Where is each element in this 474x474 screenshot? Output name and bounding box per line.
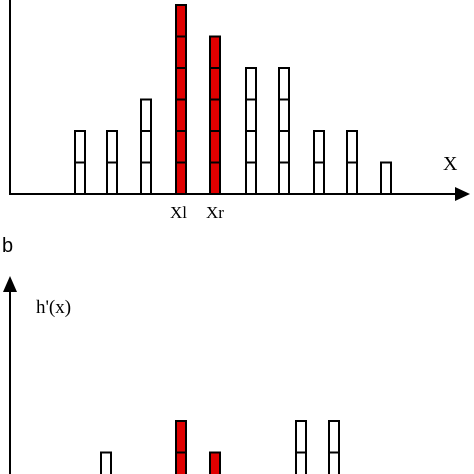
panel-a-bar-4-cell-4 xyxy=(175,67,187,101)
panel-a-bar-6-cell-1 xyxy=(245,161,257,195)
panel-b-letter: b xyxy=(2,235,13,257)
panel-b-bar-2-cell-2 xyxy=(175,420,187,454)
panel-b-bar-5-cell-1 xyxy=(328,451,340,474)
panel-a-bar-7-cell-1 xyxy=(278,161,290,195)
panel-a-bar-5-cell-4 xyxy=(209,67,221,101)
panel-a-bar-3-cell-1 xyxy=(140,161,152,195)
panel-b-bar-1-cell-1 xyxy=(100,451,112,474)
panel-a-bars xyxy=(74,4,392,195)
panel-b-bar-3-cell-1 xyxy=(209,451,221,474)
panel-a-bar-7-cell-2 xyxy=(278,130,290,164)
panel-a-x-axis-label: X xyxy=(443,153,458,175)
panel-a-bar-5-cell-5 xyxy=(209,35,221,69)
panel-b-y-axis-arrowhead xyxy=(3,276,17,292)
panel-a-marker-xl: Xl xyxy=(170,203,187,222)
panel-b-bar-4-cell-1 xyxy=(295,451,307,474)
panel-a-marker-xr: Xr xyxy=(206,203,224,222)
panel-a-bar-5-cell-3 xyxy=(209,98,221,132)
panel-a-bar-7-cell-3 xyxy=(278,98,290,132)
panel-a-bar-6-cell-2 xyxy=(245,130,257,164)
panel-b-bar-5-cell-2 xyxy=(328,420,340,454)
panel-b: b h'(x) xyxy=(2,235,340,474)
panel-a-x-axis-arrowhead xyxy=(455,187,470,201)
panel-a-bar-5-cell-1 xyxy=(209,161,221,195)
panel-a-bar-4-cell-5 xyxy=(175,35,187,69)
panel-a-bar-3-cell-2 xyxy=(140,130,152,164)
panel-a-bar-5-cell-2 xyxy=(209,130,221,164)
panel-a-bar-8-cell-2 xyxy=(313,130,325,164)
panel-a-bar-7-cell-4 xyxy=(278,67,290,101)
panel-a-bar-4-cell-1 xyxy=(175,161,187,195)
panel-a-bar-1-cell-2 xyxy=(74,130,86,164)
panel-a: X Xl Xr xyxy=(9,0,470,222)
panel-a-bar-9-cell-1 xyxy=(346,161,358,195)
panel-a-bar-6-cell-3 xyxy=(245,98,257,132)
panel-a-bar-6-cell-4 xyxy=(245,67,257,101)
panel-a-bar-10-cell-1 xyxy=(380,161,392,195)
panel-a-bar-3-cell-3 xyxy=(140,98,152,132)
panel-a-bar-4-cell-2 xyxy=(175,130,187,164)
panel-a-bar-1-cell-1 xyxy=(74,161,86,195)
panel-a-bar-4-cell-3 xyxy=(175,98,187,132)
panel-a-bar-2-cell-1 xyxy=(106,161,118,195)
panel-b-y-axis-label: h'(x) xyxy=(36,297,71,318)
panel-b-bars xyxy=(100,420,340,474)
panel-b-bar-4-cell-2 xyxy=(295,420,307,454)
panel-a-bar-8-cell-1 xyxy=(313,161,325,195)
panel-a-bar-2-cell-2 xyxy=(106,130,118,164)
panel-a-bar-9-cell-2 xyxy=(346,130,358,164)
panel-b-bar-2-cell-1 xyxy=(175,451,187,474)
panel-a-bar-4-cell-6 xyxy=(175,4,187,38)
